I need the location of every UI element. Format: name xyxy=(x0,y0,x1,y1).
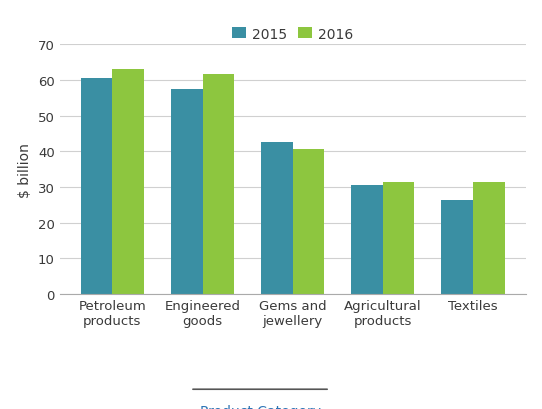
Bar xyxy=(351,186,383,294)
Bar xyxy=(171,90,203,294)
Bar xyxy=(261,143,293,294)
Bar xyxy=(293,150,324,294)
Bar xyxy=(81,79,112,294)
Legend: 2015, 2016: 2015, 2016 xyxy=(227,22,358,47)
Bar xyxy=(441,200,473,294)
Y-axis label: $ billion: $ billion xyxy=(18,142,33,197)
Text: Product Category: Product Category xyxy=(199,404,320,409)
Bar xyxy=(203,75,234,294)
Bar xyxy=(383,182,415,294)
Bar xyxy=(112,70,144,294)
Bar xyxy=(473,182,505,294)
